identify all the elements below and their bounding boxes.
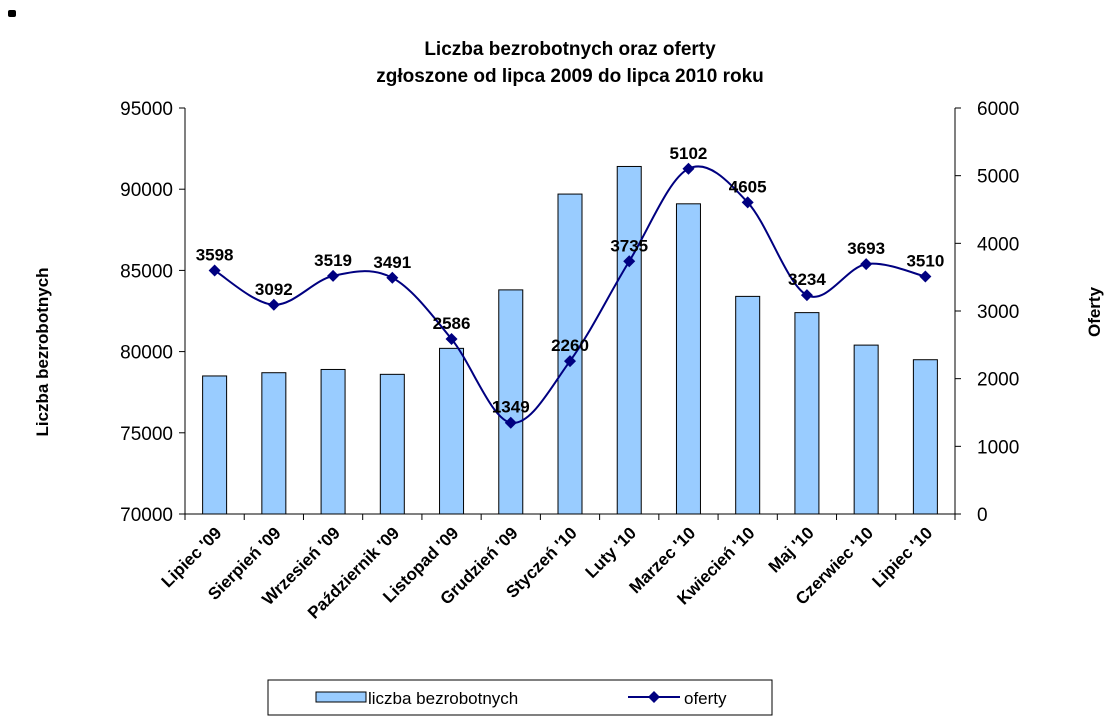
y-tick-label: 85000 [120,261,173,282]
data-label: 3491 [373,253,411,272]
bullet [8,10,16,17]
marker [682,162,695,175]
bar [439,347,465,515]
y-tick-label: 70000 [120,505,173,526]
marker [445,333,458,346]
y-tick-label: 75000 [120,424,173,445]
y-tick-label: 80000 [120,343,173,364]
bar [557,193,583,515]
bar [261,372,287,515]
legend-label: liczba bezrobotnych [368,689,518,708]
data-label: 3735 [610,236,648,255]
data-label: 3598 [196,246,234,265]
chart-title: zgłoszone od lipca 2009 do lipca 2010 ro… [376,66,764,87]
x-tick-label: Luty '10 [582,523,640,581]
y2-tick-label: 2000 [977,370,1019,391]
marker [564,355,576,368]
data-label: 3092 [255,280,293,299]
marker [208,264,221,277]
chart-title: Liczba bezrobotnych oraz oferty [424,39,716,60]
y2-axis-title: Oferty [1085,286,1104,337]
legend-swatch [315,691,367,703]
y2-tick-label: 5000 [977,167,1019,188]
y-axis-title: Liczba bezrobotnych [33,267,52,436]
marker [267,298,280,311]
legend-marker [648,691,660,703]
bar [498,289,524,515]
bar [320,368,346,515]
data-label: 3234 [788,270,826,289]
marker [860,258,873,271]
data-label: 2586 [433,314,471,333]
marker [741,196,754,209]
marker [327,269,340,282]
x-tick-label: Maj '10 [765,523,818,576]
y2-tick-label: 4000 [977,234,1019,255]
y-tick-label: 90000 [120,180,173,201]
marker [504,416,517,429]
bar [912,359,938,515]
bar [616,165,642,515]
y2-tick-label: 1000 [977,437,1019,458]
data-label: 3693 [847,239,885,258]
data-label: 3519 [314,251,352,270]
bar [853,344,879,515]
y2-tick-label: 0 [977,505,988,526]
y2-tick-label: 3000 [977,302,1019,323]
y-tick-label: 95000 [120,99,173,120]
marker [800,289,813,302]
data-label: 2260 [551,336,589,355]
bar [675,203,701,515]
data-label: 5102 [670,144,708,163]
marker [623,255,636,268]
bar [379,373,405,515]
x-tick-label: Lipiec '10 [868,523,936,591]
legend-label: oferty [684,689,727,708]
bar [202,375,228,515]
bar [735,295,761,515]
data-label: 1349 [492,398,530,417]
bar [794,312,820,515]
marker [919,270,932,283]
data-label: 4605 [729,177,767,196]
data-label: 3510 [906,251,944,270]
y2-tick-label: 6000 [977,99,1019,120]
marker [386,271,399,284]
